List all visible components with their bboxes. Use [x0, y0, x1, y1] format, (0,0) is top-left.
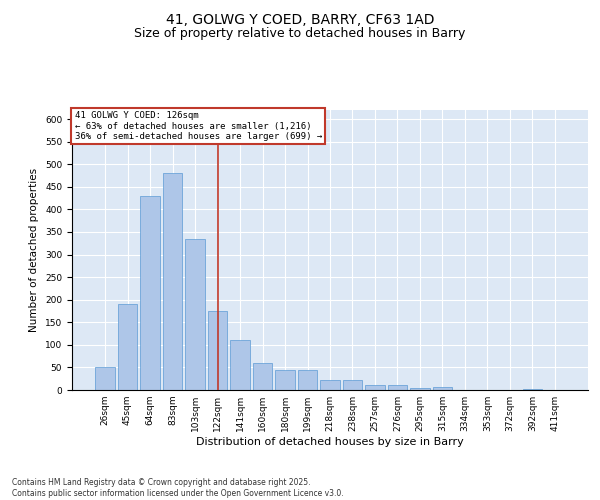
Y-axis label: Number of detached properties: Number of detached properties: [29, 168, 40, 332]
Bar: [343, 380, 362, 390]
Text: Size of property relative to detached houses in Barry: Size of property relative to detached ho…: [134, 28, 466, 40]
Bar: [185, 238, 205, 390]
Bar: [320, 380, 340, 390]
Bar: [365, 386, 385, 390]
Text: 41, GOLWG Y COED, BARRY, CF63 1AD: 41, GOLWG Y COED, BARRY, CF63 1AD: [166, 12, 434, 26]
Bar: [230, 340, 250, 390]
Bar: [433, 388, 452, 390]
Bar: [208, 311, 227, 390]
Bar: [298, 370, 317, 390]
Bar: [388, 384, 407, 390]
Text: 41 GOLWG Y COED: 126sqm
← 63% of detached houses are smaller (1,216)
36% of semi: 41 GOLWG Y COED: 126sqm ← 63% of detache…: [74, 112, 322, 141]
Bar: [163, 173, 182, 390]
Text: Contains HM Land Registry data © Crown copyright and database right 2025.
Contai: Contains HM Land Registry data © Crown c…: [12, 478, 344, 498]
Bar: [523, 389, 542, 390]
Bar: [140, 196, 160, 390]
Bar: [118, 304, 137, 390]
Bar: [95, 368, 115, 390]
X-axis label: Distribution of detached houses by size in Barry: Distribution of detached houses by size …: [196, 437, 464, 447]
Bar: [410, 388, 430, 390]
Bar: [275, 370, 295, 390]
Bar: [253, 363, 272, 390]
